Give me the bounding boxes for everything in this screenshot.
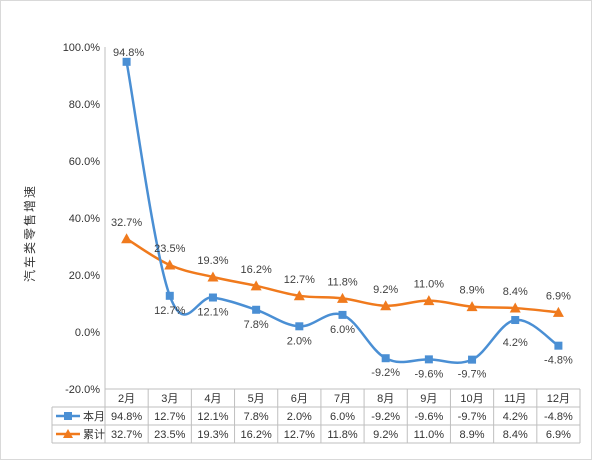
table-cell: 9.2%	[373, 429, 398, 441]
data-point	[554, 341, 563, 350]
table-cell: 12.7%	[284, 429, 315, 441]
table-cell: 23.5%	[154, 429, 185, 441]
data-label: 19.3%	[197, 255, 228, 267]
data-label: 9.2%	[373, 284, 398, 296]
y-tick-label: 80.0%	[69, 99, 100, 111]
legend-series-name: 累计	[83, 428, 105, 441]
table-cell: 8.4%	[503, 429, 528, 441]
table-cell: 94.8%	[111, 411, 142, 423]
legend-key-marker	[64, 412, 72, 420]
data-point	[381, 354, 390, 363]
category-label: 10月	[460, 393, 483, 405]
data-label: 94.8%	[113, 47, 144, 59]
data-label: 4.2%	[503, 337, 528, 349]
data-label: 12.7%	[154, 305, 185, 317]
table-cell: 7.8%	[244, 411, 269, 423]
table-cell: 19.3%	[197, 429, 228, 441]
table-cell: 2.0%	[287, 411, 312, 423]
category-label: 11月	[504, 393, 526, 405]
data-label: 12.7%	[284, 274, 315, 286]
category-label: 4月	[204, 393, 221, 405]
data-label: -9.7%	[458, 369, 487, 381]
table-cell: 6.9%	[546, 429, 571, 441]
data-point	[552, 306, 564, 317]
data-point	[250, 280, 262, 291]
y-tick-label: 100.0%	[63, 42, 101, 54]
data-point	[293, 290, 305, 301]
data-label: 32.7%	[111, 217, 142, 229]
plot-lines: 94.8% 12.7% 12.1% 7.8% 2.0% 6.0% -9.2% -9.6% -9.…	[111, 47, 573, 381]
data-point	[468, 355, 477, 364]
table-cell: -9.7%	[458, 411, 487, 423]
data-point	[337, 292, 348, 303]
data-label: -9.2%	[371, 367, 400, 379]
y-tick-label: 20.0%	[69, 270, 100, 282]
table-cell: 16.2%	[241, 429, 272, 441]
category-label: 8月	[377, 393, 394, 405]
category-label: 12月	[547, 393, 570, 405]
data-point	[121, 233, 133, 244]
table-cell: -9.6%	[414, 411, 443, 423]
table-cell: 12.1%	[197, 411, 228, 423]
data-label: -4.8%	[544, 355, 573, 367]
table-cell: 11.0%	[414, 429, 445, 441]
y-tick-label: -20.0%	[65, 384, 100, 396]
data-point	[208, 293, 217, 302]
category-label: 2月	[118, 393, 135, 405]
data-point	[295, 322, 304, 331]
data-point	[338, 310, 347, 319]
data-point	[424, 355, 433, 364]
data-label: 11.0%	[414, 279, 445, 291]
data-label: 8.4%	[503, 286, 528, 298]
data-point	[509, 302, 521, 313]
table-cell: 8.9%	[460, 429, 485, 441]
data-labels: 94.8% 12.7% 12.1% 7.8% 2.0% 6.0% -9.2% -9.6% -9.…	[111, 47, 573, 381]
y-tick-label: 40.0%	[69, 213, 100, 225]
data-label: 6.0%	[330, 324, 355, 336]
data-point	[122, 57, 131, 66]
data-point	[511, 316, 520, 325]
y-axis-label: 汽车类零售增速	[22, 184, 37, 282]
data-point	[207, 271, 219, 282]
y-tick-label: 60.0%	[69, 156, 100, 168]
table-cell: -4.8%	[544, 411, 573, 423]
data-label: 8.9%	[460, 285, 485, 297]
legend-series-name: 本月	[83, 409, 105, 423]
table-cell: -9.2%	[371, 411, 400, 423]
category-label: 7月	[334, 393, 351, 405]
category-label: 5月	[248, 393, 265, 405]
data-point	[252, 305, 261, 314]
category-label: 3月	[161, 393, 178, 405]
data-label: 2.0%	[287, 335, 312, 347]
y-axis: -20.0% 0.0% 20.0% 40.0% 60.0% 80.0% 100.0%	[63, 42, 106, 396]
data-point	[164, 259, 176, 270]
data-label: 23.5%	[154, 243, 185, 255]
data-label: 12.1%	[197, 307, 228, 319]
y-tick-label: 0.0%	[75, 327, 100, 339]
data-label: 11.8%	[327, 276, 358, 288]
series-0	[122, 57, 563, 364]
table-cell: 11.8%	[327, 429, 358, 441]
data-label: -9.6%	[414, 368, 443, 380]
data-label: 6.9%	[546, 290, 571, 302]
data-point	[466, 301, 478, 312]
series-1	[121, 233, 564, 317]
data-point	[423, 295, 435, 306]
table-cell: 32.7%	[111, 429, 142, 441]
legend-key-marker	[63, 429, 73, 438]
table-cell: 6.0%	[330, 411, 355, 423]
data-point	[165, 291, 174, 300]
data-label: 7.8%	[244, 319, 269, 331]
category-label: 9月	[420, 393, 437, 405]
table-cell: 4.2%	[503, 411, 528, 423]
data-point	[380, 300, 392, 311]
data-label: 16.2%	[241, 264, 272, 276]
table-cell: 12.7%	[154, 411, 185, 423]
category-label: 6月	[291, 393, 308, 405]
